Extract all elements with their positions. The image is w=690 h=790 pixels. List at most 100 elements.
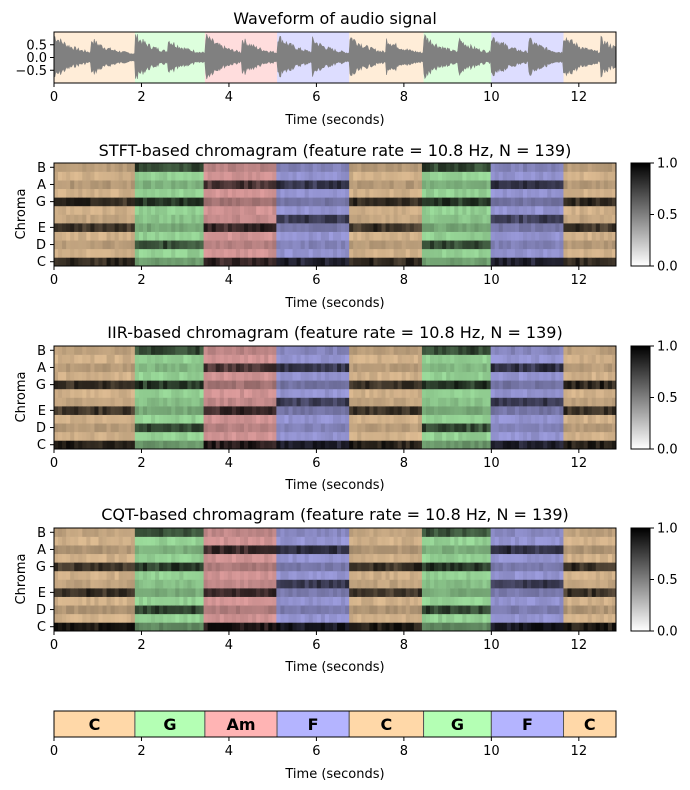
stft-cell — [397, 214, 403, 224]
iir-cell — [130, 380, 136, 390]
iir-cell — [146, 380, 152, 390]
stft-cell — [231, 248, 237, 258]
stft-cell — [337, 205, 342, 215]
cqt-cell — [223, 553, 229, 563]
iir-cell — [280, 423, 285, 433]
cqt-cell — [324, 596, 330, 606]
iir-cell — [171, 397, 176, 407]
cqt-cell — [470, 536, 475, 546]
stft-cell — [191, 248, 196, 258]
iir-cell — [66, 431, 71, 441]
stft-cell — [106, 257, 111, 267]
iir-cell — [442, 380, 447, 390]
iir-cell — [595, 363, 601, 373]
iir-cell — [284, 354, 289, 364]
cqt-cell — [563, 622, 568, 632]
cqt-cell — [434, 622, 439, 632]
stft-cell — [264, 188, 269, 198]
cqt-cell — [349, 536, 354, 546]
cqt-cell — [248, 588, 253, 597]
cqt-cell — [195, 536, 200, 546]
stft-cell — [159, 223, 164, 232]
stft-cell — [163, 257, 168, 267]
cqt-cell — [231, 588, 237, 597]
stft-cell — [373, 171, 378, 181]
iir-cell — [474, 380, 479, 390]
stft-cell — [187, 163, 192, 172]
stft-cell — [142, 214, 148, 224]
cqt-cell — [405, 528, 411, 537]
iir-cell — [458, 346, 463, 355]
cqt-cell — [284, 570, 289, 580]
iir-cell — [219, 406, 225, 415]
iir-cell — [417, 371, 423, 381]
cqt-cell — [231, 613, 237, 623]
iir-cell — [377, 440, 382, 450]
stft-cell — [547, 231, 552, 241]
stft-cell — [94, 214, 99, 224]
stft-cell — [324, 180, 330, 190]
cqt-cell — [134, 570, 140, 580]
stft-cell — [591, 188, 597, 198]
cqt-cell — [470, 622, 475, 632]
stft-cell — [535, 180, 540, 190]
stft-cell — [567, 205, 572, 215]
iir-cell — [183, 371, 188, 381]
iir-cell — [235, 423, 241, 433]
stft-ytick-label: G — [36, 195, 46, 210]
stft-cell — [579, 171, 585, 181]
stft-cell — [458, 257, 463, 267]
cqt-cell — [58, 588, 63, 597]
stft-cell — [219, 214, 225, 224]
cqt-cell — [126, 545, 132, 555]
stft-cell — [442, 197, 447, 207]
cqt-cell — [401, 553, 407, 563]
cqt-cell — [490, 613, 496, 623]
cqt-cell — [82, 622, 87, 632]
iir-cell — [126, 423, 132, 433]
iir-cell — [438, 406, 443, 415]
iir-cell — [332, 406, 338, 415]
stft-cell — [555, 171, 560, 181]
iir-cell — [341, 397, 346, 407]
iir-cell — [425, 406, 431, 415]
stft-cell — [130, 257, 136, 267]
cqt-cell — [292, 536, 297, 546]
iir-cell — [58, 397, 63, 407]
iir-cell — [595, 414, 601, 424]
iir-cell — [462, 363, 467, 373]
stft-cell — [244, 231, 249, 241]
stft-cell — [466, 197, 471, 207]
stft-cell — [151, 171, 156, 181]
cqt-cell — [458, 605, 463, 615]
iir-cell — [543, 380, 548, 390]
stft-cell — [571, 214, 576, 224]
cqt-cell — [239, 553, 245, 563]
cqt-cell — [215, 605, 221, 615]
stft-cell — [478, 214, 483, 224]
cqt-cell — [130, 562, 136, 572]
cqt-cell — [179, 570, 184, 580]
cqt-cell — [215, 622, 221, 632]
iir-cell — [288, 363, 293, 373]
iir-cell — [304, 380, 310, 390]
stft-cell — [332, 197, 338, 207]
stft-cell — [138, 163, 144, 172]
iir-cell — [74, 397, 79, 407]
iir-cell — [110, 414, 116, 424]
cqt-cell — [106, 545, 111, 555]
stft-cell — [417, 188, 423, 198]
iir-cell — [377, 363, 382, 373]
stft-cell — [332, 223, 338, 232]
cqt-cell — [421, 579, 427, 589]
iir-cell — [607, 431, 613, 441]
iir-cell — [490, 380, 496, 390]
stft-cell — [308, 205, 314, 215]
cqt-cell — [248, 528, 253, 537]
iir-cell — [543, 414, 548, 424]
cqt-cell — [187, 613, 192, 623]
stft-cell — [276, 231, 281, 241]
stft-cell — [106, 205, 111, 215]
iir-cell — [442, 423, 447, 433]
iir-cell — [207, 397, 213, 407]
